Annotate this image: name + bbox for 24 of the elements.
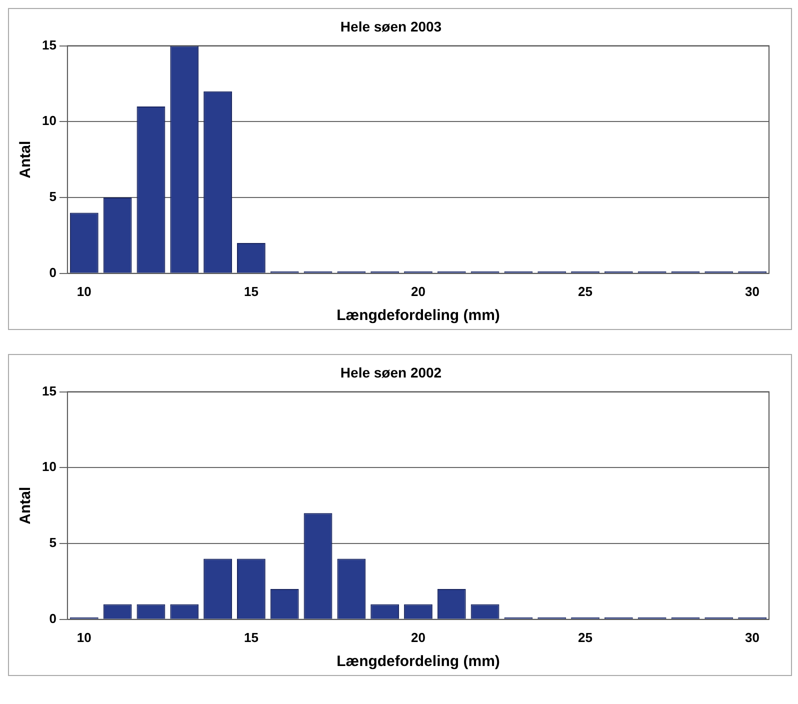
x-tick-label: 25 bbox=[578, 284, 592, 299]
chart-title: Hele søen 2002 bbox=[340, 364, 442, 380]
y-tick-label: 5 bbox=[49, 189, 56, 204]
y-axis-title: Antal bbox=[17, 140, 34, 178]
x-tick-label: 20 bbox=[410, 284, 426, 299]
x-tick-label: 25 bbox=[578, 630, 592, 645]
y-tick-label: 5 bbox=[49, 535, 56, 550]
x-axis-title: Længdefordeling (mm) bbox=[336, 653, 500, 670]
x-tick-label: 15 bbox=[244, 284, 258, 299]
y-axis-title: Antal bbox=[17, 486, 34, 524]
x-tick-label: 10 bbox=[76, 284, 92, 299]
chart-title: Hele søen 2003 bbox=[340, 18, 442, 34]
x-tick-label: 10 bbox=[76, 630, 92, 645]
y-tick-label: 15 bbox=[42, 383, 56, 398]
y-tick-label: 0 bbox=[49, 610, 56, 626]
x-tick-label: 30 bbox=[745, 284, 760, 299]
x-tick-label: 30 bbox=[745, 630, 760, 645]
y-tick-label: 0 bbox=[49, 264, 56, 280]
y-tick-label: 10 bbox=[42, 113, 56, 128]
y-tick-label: 10 bbox=[42, 459, 56, 474]
y-tick-label: 15 bbox=[42, 37, 56, 52]
x-tick-label: 15 bbox=[244, 630, 258, 645]
x-tick-label: 20 bbox=[410, 630, 426, 645]
x-axis-title: Længdefordeling (mm) bbox=[336, 307, 500, 324]
